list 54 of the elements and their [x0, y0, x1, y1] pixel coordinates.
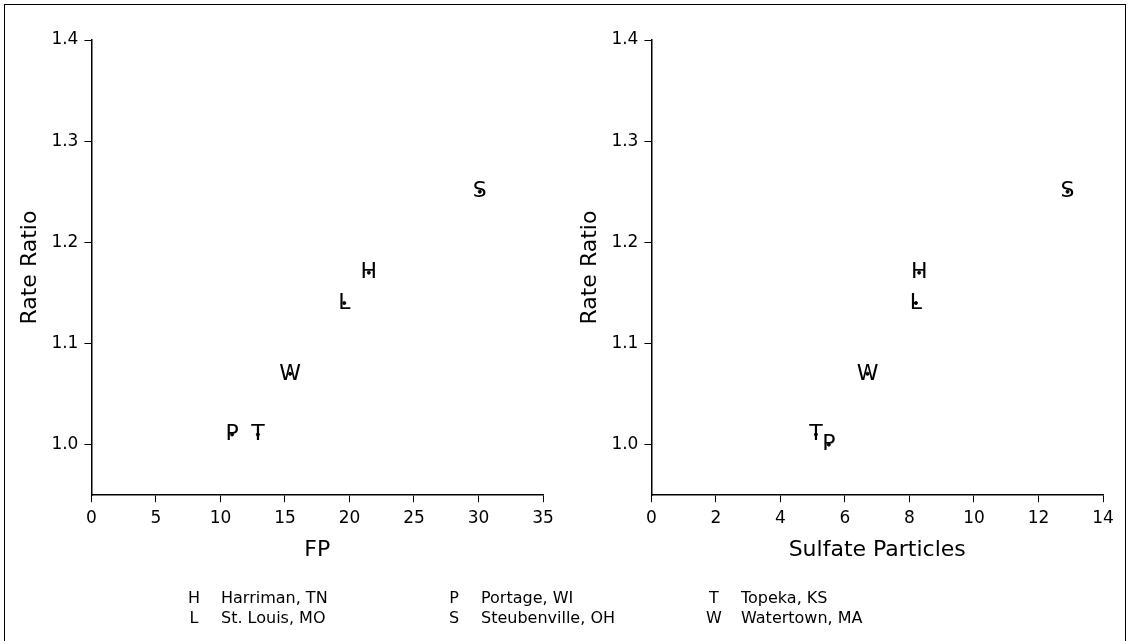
x-tick-label: 30	[467, 506, 490, 527]
data-label: T	[808, 420, 824, 446]
x-tick-label: 12	[1027, 506, 1050, 527]
x-tick-label: 10	[963, 506, 985, 527]
text: T	[709, 588, 719, 607]
y-tick-label: 1.1	[611, 331, 639, 352]
y-axis-title: Rate Ratio	[575, 210, 601, 325]
data-label: P	[822, 430, 836, 456]
x-tick-label: 8	[904, 506, 915, 527]
text: W	[706, 608, 722, 627]
y-tick-label: 1.2	[611, 230, 639, 251]
data-label: T	[250, 420, 266, 446]
y-tick-label: 1.4	[611, 28, 639, 49]
x-axis-title: Sulfate Particles	[788, 535, 966, 561]
text: Topeka, KS	[741, 588, 828, 608]
y-tick-label: 1.0	[51, 433, 79, 454]
x-tick-label: 14	[1092, 506, 1114, 527]
x-tick-label: 2	[710, 506, 722, 527]
text: Watertown, MA	[741, 608, 863, 628]
x-tick-label: 0	[86, 506, 97, 527]
y-tick-label: 1.2	[51, 230, 79, 251]
y-axis-title: Rate Ratio	[15, 210, 41, 325]
data-label: H	[360, 258, 378, 284]
data-label: L	[909, 288, 923, 314]
x-tick-label: 6	[839, 506, 851, 527]
x-tick-label: 10	[209, 506, 232, 527]
data-label: H	[910, 258, 928, 284]
x-tick-label: 25	[403, 506, 425, 527]
x-tick-label: 4	[775, 506, 786, 527]
x-tick-label: 35	[532, 506, 554, 527]
text: L	[189, 608, 199, 627]
data-label: L	[338, 288, 352, 314]
data-label: S	[472, 177, 487, 203]
y-tick-label: 1.0	[611, 433, 639, 454]
text: Steubenville, OH	[481, 608, 615, 628]
data-label: S	[1060, 177, 1075, 203]
y-tick-label: 1.3	[51, 129, 79, 150]
y-tick-label: 1.1	[51, 331, 79, 352]
data-label: W	[279, 359, 302, 385]
x-tick-label: 20	[338, 506, 361, 527]
y-tick-label: 1.3	[611, 129, 639, 150]
text: S	[448, 608, 460, 627]
data-label: P	[225, 420, 239, 446]
text: Harriman, TN	[221, 588, 328, 608]
x-tick-label: 0	[646, 506, 657, 527]
text: Portage, WI	[481, 588, 574, 608]
y-tick-label: 1.4	[51, 28, 79, 49]
x-tick-label: 15	[274, 506, 296, 527]
text: St. Louis, MO	[221, 608, 326, 628]
text: P	[449, 588, 459, 607]
data-label: W	[856, 359, 879, 385]
text: H	[187, 588, 201, 607]
x-tick-label: 5	[150, 506, 162, 527]
x-axis-title: FP	[304, 535, 331, 561]
